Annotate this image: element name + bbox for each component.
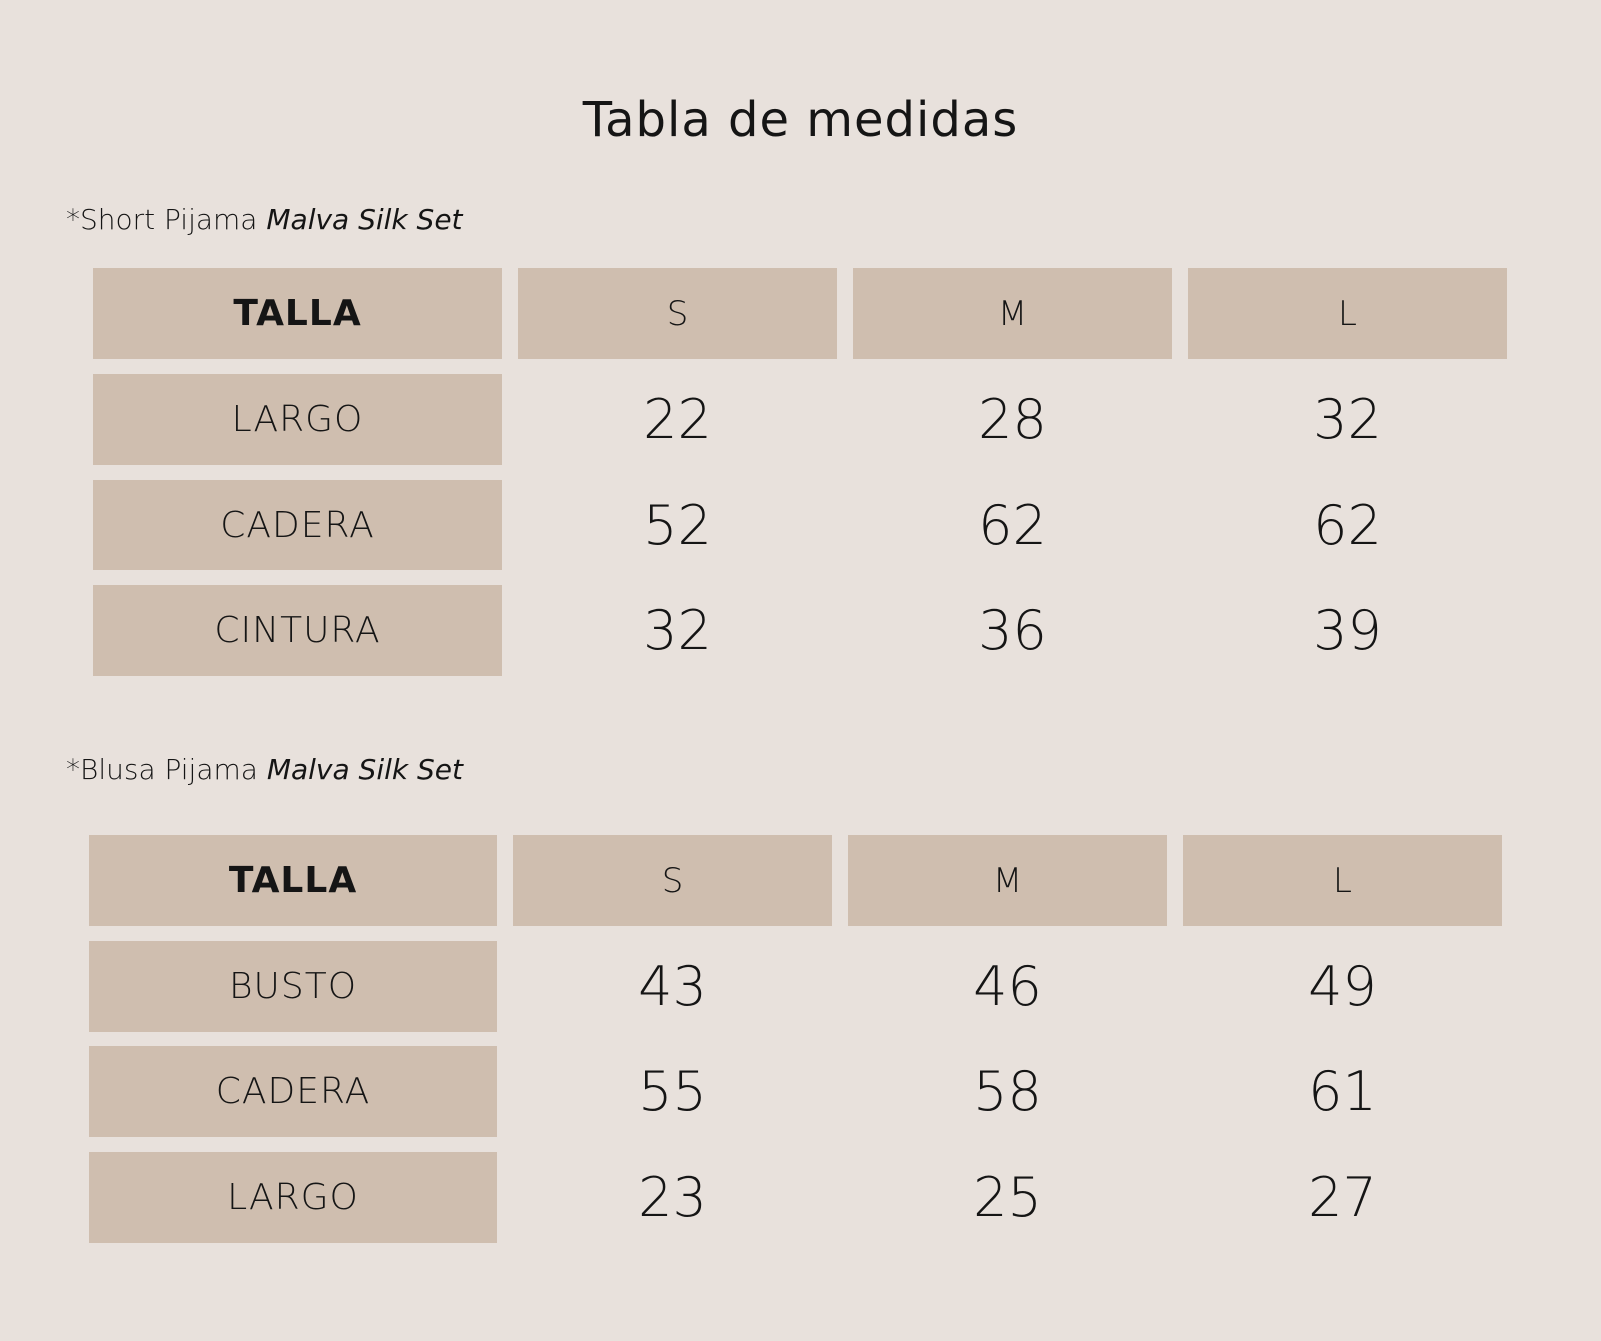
row-label: CADERA — [89, 1046, 497, 1137]
header-talla: TALLA — [93, 268, 502, 359]
table-2-subtitle: *Blusa Pijama Malva Silk Set — [66, 753, 463, 786]
measurement-value: 58 — [973, 1060, 1042, 1123]
page-title: Tabla de medidas — [582, 92, 1019, 148]
measurement-value: 23 — [638, 1166, 707, 1229]
header-size: S — [513, 835, 832, 926]
measurement-value: 22 — [643, 388, 712, 451]
measurement-value: 28 — [978, 388, 1047, 451]
header-talla: TALLA — [89, 835, 497, 926]
row-label: LARGO — [89, 1152, 497, 1243]
measurement-value: 62 — [1313, 493, 1382, 557]
measurement-value: 62 — [978, 493, 1047, 557]
row-label: LARGO — [93, 374, 502, 465]
header-size: S — [518, 268, 837, 359]
header-size: M — [853, 268, 1172, 359]
header-size: L — [1188, 268, 1507, 359]
measurement-value: 32 — [643, 599, 712, 662]
measurement-value: 61 — [1308, 1060, 1377, 1123]
measurement-value: 46 — [973, 955, 1042, 1018]
row-label: CINTURA — [93, 585, 502, 676]
subtitle-product: Malva Silk Set — [266, 753, 463, 786]
measurement-value: 55 — [638, 1060, 707, 1123]
subtitle-prefix: *Short Pijama — [66, 203, 267, 236]
measurement-value: 36 — [978, 599, 1047, 662]
measurement-value: 32 — [1313, 388, 1382, 451]
measurement-value: 27 — [1308, 1166, 1377, 1229]
measurement-value: 49 — [1308, 955, 1377, 1018]
row-label: CADERA — [93, 480, 502, 570]
header-size: M — [848, 835, 1167, 926]
row-label: BUSTO — [89, 941, 497, 1032]
measurement-value: 39 — [1313, 599, 1382, 662]
measurement-value: 52 — [643, 493, 712, 557]
table-1-subtitle: *Short Pijama Malva Silk Set — [66, 203, 463, 236]
measurement-value: 43 — [638, 955, 707, 1018]
measurement-value: 25 — [973, 1166, 1042, 1229]
subtitle-prefix: *Blusa Pijama — [66, 753, 267, 786]
subtitle-product: Malva Silk Set — [266, 203, 463, 236]
header-size: L — [1183, 835, 1502, 926]
